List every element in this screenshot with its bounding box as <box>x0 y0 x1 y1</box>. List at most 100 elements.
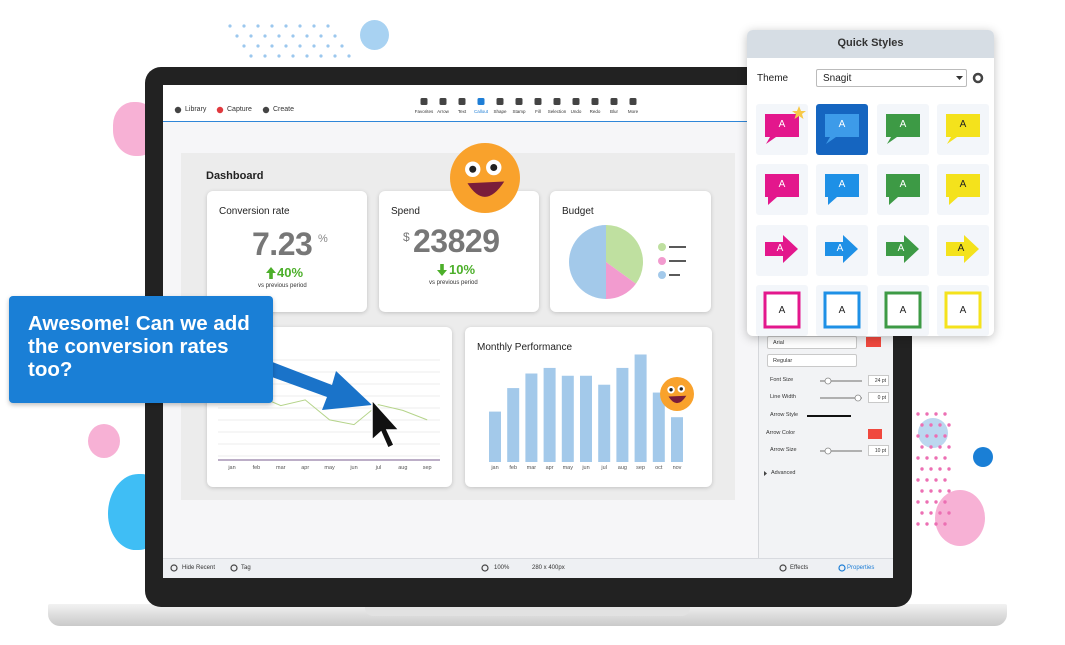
x-tick-label: apr <box>301 465 310 471</box>
decor-dot <box>925 500 929 504</box>
style-tile-label[interactable]: A <box>899 179 907 190</box>
tool-button[interactable]: Text <box>457 109 467 114</box>
style-tile-label[interactable]: A <box>959 119 967 130</box>
x-tick-label: nov <box>672 465 682 471</box>
toolbar-button[interactable]: Capture <box>227 106 252 113</box>
property-value[interactable]: 0 pt <box>868 392 889 403</box>
style-tile-label[interactable]: A <box>836 243 844 254</box>
tool-button[interactable]: Fill <box>535 109 541 114</box>
style-tile-label[interactable]: A <box>778 305 786 316</box>
style-select[interactable]: Regular <box>767 354 857 367</box>
style-tile-label[interactable]: A <box>899 119 907 130</box>
tool-button[interactable]: Redo <box>589 109 601 114</box>
effects-tab[interactable]: Effects <box>790 565 809 571</box>
tool-button[interactable]: Arrow <box>437 109 449 114</box>
properties-tab[interactable]: Properties <box>847 565 875 571</box>
style-tile-label[interactable]: A <box>959 179 967 190</box>
style-tile-label[interactable]: A <box>776 243 784 254</box>
decor-dot <box>934 500 938 504</box>
x-tick-label: mar <box>276 465 286 471</box>
style-tile-label[interactable]: A <box>959 305 967 316</box>
style-tile-label[interactable]: A <box>778 179 786 190</box>
x-tick-label: feb <box>509 465 518 471</box>
font-select[interactable]: Arial <box>767 336 857 349</box>
decor-dot <box>298 44 302 48</box>
tool-button[interactable]: Callout <box>473 109 488 114</box>
theme-select[interactable]: Snagit <box>816 69 967 87</box>
x-tick-label: jun <box>582 465 590 471</box>
tool-button[interactable]: Undo <box>570 109 582 114</box>
decor-dot <box>277 54 281 58</box>
decor-dot <box>943 456 947 460</box>
toolbar-button[interactable]: Create <box>273 106 295 113</box>
decor-dot <box>916 456 920 460</box>
card-title: Monthly Performance <box>477 342 573 353</box>
style-tile-label[interactable]: A <box>899 305 907 316</box>
decor-dot <box>920 467 924 471</box>
style-tile-label[interactable]: A <box>957 243 965 254</box>
tag-button[interactable]: Tag <box>241 565 251 571</box>
decor-dot <box>263 54 267 58</box>
property-value[interactable]: 10 pt <box>868 445 889 456</box>
decor-dot <box>284 24 288 28</box>
x-tick-label: aug <box>617 465 627 471</box>
card-title: Budget <box>562 206 594 217</box>
x-tick-label: oct <box>655 465 663 471</box>
x-tick-label: sep <box>636 465 646 471</box>
x-tick-label: jul <box>375 465 382 471</box>
tool-button[interactable]: Stamp <box>512 109 526 114</box>
decor-dot <box>249 34 253 38</box>
callout-box <box>9 296 273 403</box>
callout-text: Awesome! Can we add the conversion rates… <box>28 312 250 381</box>
decor-dot <box>925 522 929 526</box>
decor-dot <box>943 478 947 482</box>
style-tile-label[interactable]: A <box>838 179 846 190</box>
x-tick-label: jan <box>228 465 236 471</box>
decor-dot <box>284 44 288 48</box>
tool-button[interactable]: Selection <box>547 109 567 114</box>
decor-blob <box>88 424 120 458</box>
hide-recent[interactable]: Hide Recent <box>182 565 216 571</box>
decor-dot <box>242 24 246 28</box>
decor-dot <box>277 34 281 38</box>
style-tile-label[interactable]: A <box>778 119 786 130</box>
property-value[interactable]: 24 pt <box>868 375 889 386</box>
tool-button[interactable]: Shape <box>493 109 507 114</box>
decor-blob <box>360 20 389 50</box>
decor-dot <box>340 44 344 48</box>
decor-dot <box>326 24 330 28</box>
x-tick-label: jul <box>601 465 607 471</box>
style-tile-label[interactable]: A <box>838 119 846 130</box>
toolbar-button[interactable]: Library <box>185 106 207 113</box>
tool-button[interactable]: Blur <box>609 109 618 114</box>
canvas-size[interactable]: 280 x 400px <box>532 565 565 571</box>
style-tile-label[interactable]: A <box>838 305 846 316</box>
decor-dot <box>925 478 929 482</box>
decor-blob <box>935 490 985 546</box>
decor-dot <box>305 34 309 38</box>
tool-button[interactable]: More <box>627 109 639 114</box>
metric-note: vs previous period <box>429 280 478 286</box>
x-tick-label: apr <box>545 465 554 471</box>
decor-dot <box>920 489 924 493</box>
zoom-level[interactable]: 100% <box>494 565 510 571</box>
style-tile-label[interactable]: A <box>897 243 905 254</box>
decor-dot <box>934 412 938 416</box>
decor-dot <box>333 34 337 38</box>
decor-dot <box>326 44 330 48</box>
decor-dot <box>319 54 323 58</box>
decor-dot <box>947 423 951 427</box>
advanced-toggle[interactable]: Advanced <box>771 470 796 476</box>
decor-dot <box>291 34 295 38</box>
decor-dot <box>943 412 947 416</box>
property-label: Font Size <box>770 377 794 383</box>
decor-dot <box>938 489 942 493</box>
x-tick-label: may <box>324 465 335 471</box>
x-tick-label: mar <box>526 465 537 471</box>
property-label: Arrow Color <box>766 430 796 436</box>
decor-dot <box>929 511 933 515</box>
card-title: Conversion rate <box>219 206 290 217</box>
metric-change: 40% <box>277 265 304 280</box>
decor-dot <box>925 456 929 460</box>
tool-button[interactable]: Favorites <box>414 109 434 114</box>
